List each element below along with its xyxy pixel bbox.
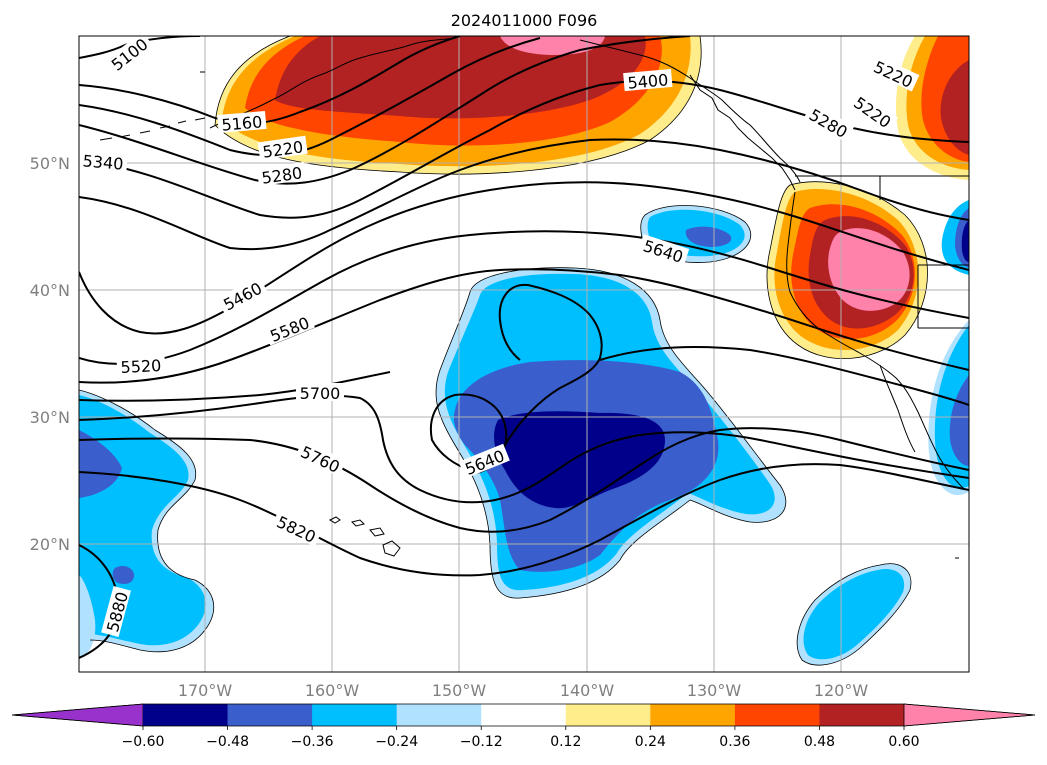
contour-5520 — [79, 230, 969, 365]
contour-5640-main — [498, 283, 603, 446]
contour-label: 5160 — [221, 112, 263, 134]
colorbar-tick-label: −0.24 — [375, 734, 418, 750]
colorbar-bin — [481, 704, 567, 726]
contour-5640-west — [79, 371, 391, 402]
negative-anomaly-southeast-cyan — [803, 569, 905, 660]
contour-label: 5400 — [627, 70, 669, 92]
negative-anomaly-west-small-blue — [112, 566, 135, 584]
colorbar: −0.60 −0.48 −0.36 −0.24 −0.12 0.12 0.24 0.36 0.4… — [11, 703, 1036, 750]
colorbar-bin — [227, 704, 313, 726]
longitude-labels: 170°W 160°W 150°W 140°W 130°W 120°W — [178, 681, 869, 700]
height-contours — [79, 36, 969, 659]
lon-label: 120°W — [814, 681, 869, 700]
colorbar-extend-max — [903, 703, 1036, 727]
hawaiian-islands — [328, 516, 401, 557]
contour-labels: 5100 5160 5220 5280 5340 5400 — [79, 36, 920, 637]
map-panel: 5100 5160 5220 5280 5340 5400 — [79, 36, 969, 672]
contour-5820 — [79, 463, 969, 577]
colorbar-bin — [734, 704, 820, 726]
contour-5640-east — [599, 346, 969, 406]
positive-anomaly-northeast-darkred — [940, 60, 969, 155]
colorbar-tick-label: −0.36 — [291, 734, 334, 750]
negative-anomaly-southwest-outer — [79, 575, 96, 658]
contour-5280 — [79, 36, 691, 185]
figure-title: 2024011000 F096 — [451, 11, 598, 30]
contour-5160 — [79, 36, 461, 125]
coastlines — [99, 37, 969, 559]
colorbar-bin — [565, 704, 651, 726]
colorbar-bin — [819, 704, 905, 726]
colorbar-tick-label: 0.12 — [550, 734, 581, 750]
lat-label: 30°N — [30, 408, 70, 427]
contour-label: 5520 — [120, 356, 162, 377]
positive-anomaly-alaska-darkred — [275, 36, 646, 119]
colorbar-tick-label: 0.60 — [888, 734, 919, 750]
colorbar-tick-label: 0.24 — [635, 734, 666, 750]
baja-coast — [879, 364, 916, 453]
negative-anomaly-west-blue — [79, 430, 122, 498]
negative-anomaly-northeast-navy — [961, 220, 969, 262]
lon-label: 160°W — [305, 681, 360, 700]
lon-label: 170°W — [178, 681, 233, 700]
negative-anomaly-east-edge-blue — [949, 375, 969, 466]
alaska-coast — [209, 37, 456, 129]
contour-5400 — [79, 138, 969, 251]
colorbar-bin — [143, 704, 229, 726]
lon-label: 150°W — [432, 681, 487, 700]
contour-label: 5700 — [300, 384, 341, 403]
us-border — [795, 175, 969, 329]
contour-5760 — [79, 427, 969, 533]
colorbar-tick-label: −0.48 — [206, 734, 249, 750]
colorbar-tick-label: −0.12 — [460, 734, 503, 750]
lon-label: 140°W — [560, 681, 615, 700]
lat-label: 40°N — [30, 281, 70, 300]
us-west-coast — [786, 191, 966, 491]
lat-label: 20°N — [30, 535, 70, 554]
small-islands — [200, 71, 959, 559]
colorbar-bin — [312, 704, 398, 726]
colorbar-bin — [396, 704, 482, 726]
colorbar-extend-min — [11, 703, 144, 727]
contour-5580 — [79, 268, 969, 384]
anomaly-outlines — [79, 36, 928, 666]
latitude-labels: 50°N 40°N 30°N 20°N — [30, 154, 70, 554]
map-frame — [78, 35, 970, 673]
british-columbia-coast — [689, 74, 796, 191]
lon-label: 130°W — [687, 681, 742, 700]
alaska-southeast-coast — [579, 39, 801, 183]
contour-label: 5340 — [82, 151, 124, 173]
contour-5220 — [79, 37, 541, 157]
colorbar-tick-label: 0.48 — [804, 734, 835, 750]
aleutian-islands — [99, 117, 206, 141]
lat-label: 50°N — [30, 154, 70, 173]
negative-anomaly-small-patch-blue — [685, 226, 732, 247]
contour-5460 — [79, 181, 969, 335]
colorbar-tick-label: −0.60 — [122, 734, 165, 750]
graticule — [79, 36, 969, 672]
colorbar-tick-label: 0.36 — [719, 734, 750, 750]
colorbar-bin — [650, 704, 736, 726]
contour-5700 — [79, 394, 969, 504]
